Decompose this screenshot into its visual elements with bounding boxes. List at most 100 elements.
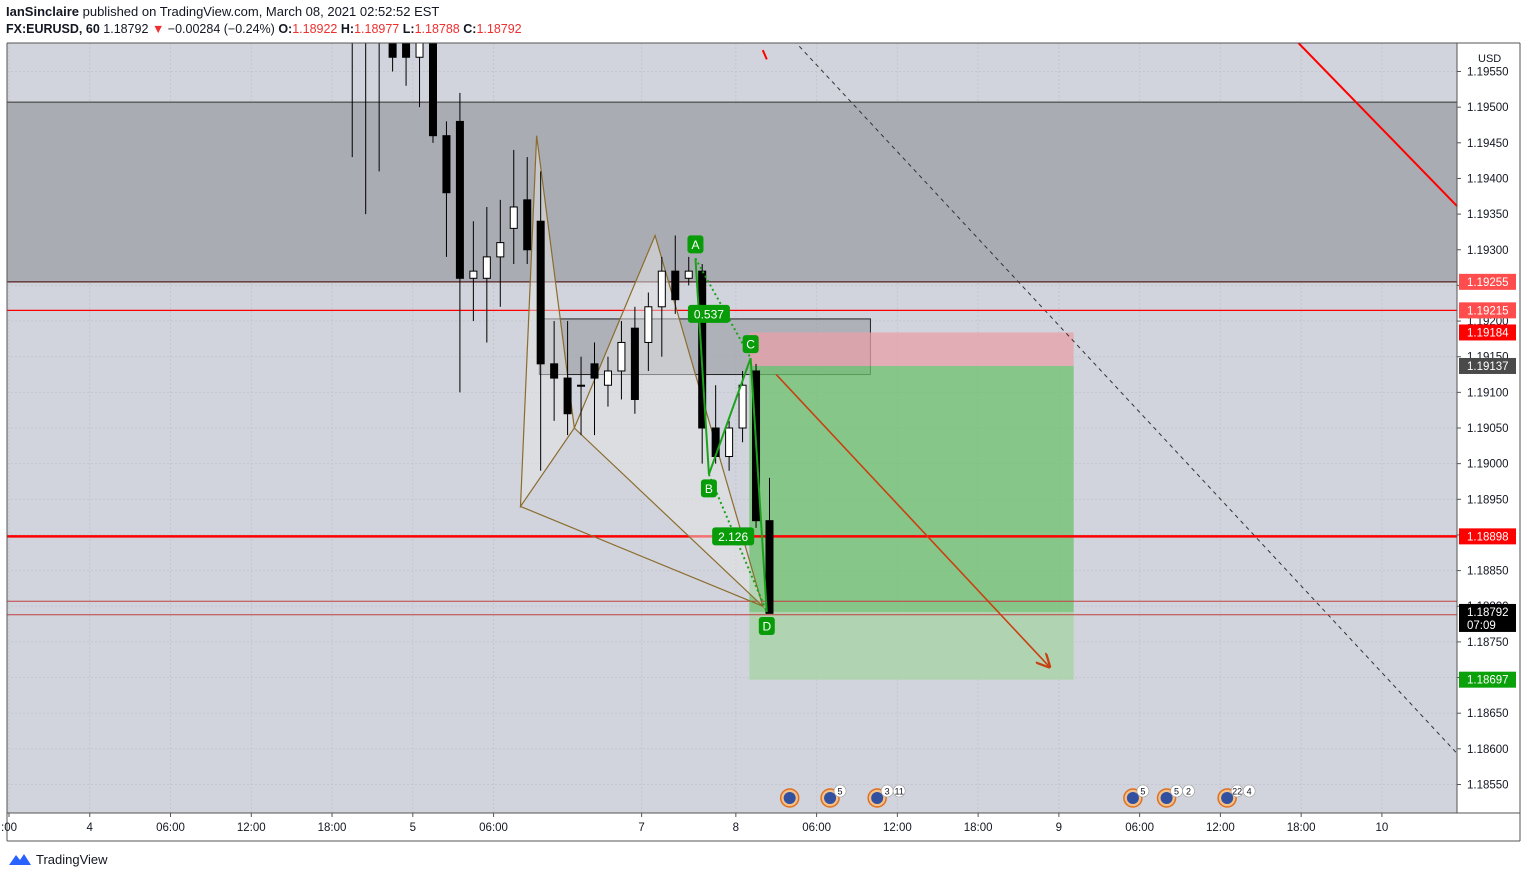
ratio-label[interactable]: 0.537 (687, 304, 730, 323)
economic-event[interactable]: 5 (1123, 784, 1150, 808)
candle[interactable] (577, 356, 586, 436)
level-label-text: 1.19215 (1467, 305, 1509, 317)
candle[interactable] (482, 206, 491, 343)
economic-event[interactable]: 22 4 (1217, 784, 1256, 808)
candle[interactable] (496, 199, 505, 307)
time-tick-label: 06:00 (1125, 822, 1154, 834)
author-name[interactable]: IanSinclaire (6, 4, 79, 19)
tradingview-logo-icon (9, 854, 31, 865)
time-tick-label: 18:00 (1287, 822, 1316, 834)
candle[interactable] (402, 7, 411, 86)
time-tick-label: 18:00 (318, 822, 347, 834)
pattern-point-c[interactable]: C (742, 335, 759, 354)
time-tick-label: 06:00 (156, 822, 185, 834)
candle[interactable] (376, 7, 383, 172)
take-profit-zone-lower (749, 611, 1074, 680)
price-tick-label: 1.18550 (1467, 779, 1509, 791)
event-count-badge (1242, 784, 1256, 798)
pattern-point-b[interactable]: B (700, 479, 717, 498)
candle-body (684, 270, 693, 279)
candle[interactable] (428, 7, 437, 143)
pattern-point-a[interactable]: A (687, 235, 704, 254)
candle[interactable] (349, 0, 356, 158)
currency-label: USD (1478, 53, 1501, 65)
level-label-119137: 1.19137 (1459, 357, 1516, 374)
event-flag-inner (1126, 792, 1139, 804)
candle[interactable] (388, 22, 397, 72)
pattern-point-badge (742, 335, 759, 354)
candle[interactable] (684, 256, 693, 286)
economic-event[interactable]: 5 (820, 784, 847, 808)
harmonic-xd-leg (520, 505, 763, 607)
candle[interactable] (523, 157, 532, 265)
candle[interactable] (725, 420, 734, 471)
price-tick-label: 1.19500 (1467, 102, 1509, 114)
price-tick-label: 1.19100 (1467, 387, 1509, 399)
dashed-trendline (795, 43, 1457, 755)
level-label-bg (1459, 273, 1516, 290)
low-value: 1.18788 (414, 22, 460, 36)
candle-body (469, 270, 478, 279)
candle[interactable] (603, 356, 612, 407)
candle-body (388, 43, 397, 58)
candle[interactable] (630, 306, 639, 414)
ratio-text: 2.126 (718, 530, 748, 544)
candle[interactable] (590, 342, 599, 436)
candle[interactable] (536, 171, 545, 471)
supply-zone (7, 102, 1457, 282)
pattern-point-d[interactable]: D (758, 616, 775, 635)
candle[interactable] (765, 477, 774, 614)
candle-body (496, 242, 505, 258)
level-label-118898: 1.18898 (1459, 528, 1516, 545)
price-change: −0.00284 (−0.24%) (167, 22, 275, 36)
price-tick-label: 1.19550 (1467, 67, 1509, 79)
time-tick-label: 18:00 (964, 822, 993, 834)
high-value: 1.18977 (354, 22, 400, 36)
last-price: 1.18792 (103, 22, 149, 36)
candle[interactable] (442, 121, 451, 257)
candle-body (657, 270, 666, 308)
candle[interactable] (617, 321, 626, 400)
level-label-bg (1459, 357, 1516, 374)
countdown-label: 07:09 (1467, 620, 1496, 632)
candle[interactable] (550, 321, 559, 421)
open-label: O: (278, 22, 293, 36)
level-label-text: 1.19137 (1467, 361, 1509, 373)
candle[interactable] (415, 14, 424, 108)
event-count: 2 (1186, 787, 1191, 797)
candle[interactable] (657, 256, 666, 357)
economic-event[interactable] (779, 788, 800, 808)
level-label-bg (1459, 324, 1516, 341)
time-tick-label: 06:00 (479, 822, 508, 834)
time-tick-label: 12:00 (883, 822, 912, 834)
event-count: 11 (894, 787, 903, 797)
candle[interactable] (469, 221, 478, 322)
economic-event[interactable]: 3 11 (867, 784, 906, 808)
candle[interactable] (644, 292, 653, 371)
event-flag-inner (871, 792, 884, 804)
level-label-bg (1459, 302, 1516, 319)
candle-body (362, 29, 369, 36)
time-tick-label: 5 (410, 822, 416, 834)
candle-body (509, 206, 518, 229)
time-tick-label: 4 (87, 822, 94, 834)
candle[interactable] (362, 14, 369, 215)
candle[interactable] (671, 235, 680, 314)
pattern-point-label: B (705, 482, 713, 496)
candle[interactable] (563, 321, 572, 436)
candle[interactable] (455, 92, 464, 393)
red-trendline-left (761, 49, 768, 60)
level-label-119184: 1.19184 (1459, 324, 1516, 341)
event-count-badge (1136, 784, 1150, 798)
brand-name[interactable]: TradingView (36, 851, 108, 867)
close-value: 1.18792 (476, 22, 522, 36)
event-flag-inner (1160, 792, 1173, 804)
price-tick-label: 1.19450 (1467, 138, 1509, 150)
ratio-label[interactable]: 2.126 (712, 527, 755, 546)
candle[interactable] (509, 149, 518, 265)
event-count: 3 (885, 787, 890, 797)
